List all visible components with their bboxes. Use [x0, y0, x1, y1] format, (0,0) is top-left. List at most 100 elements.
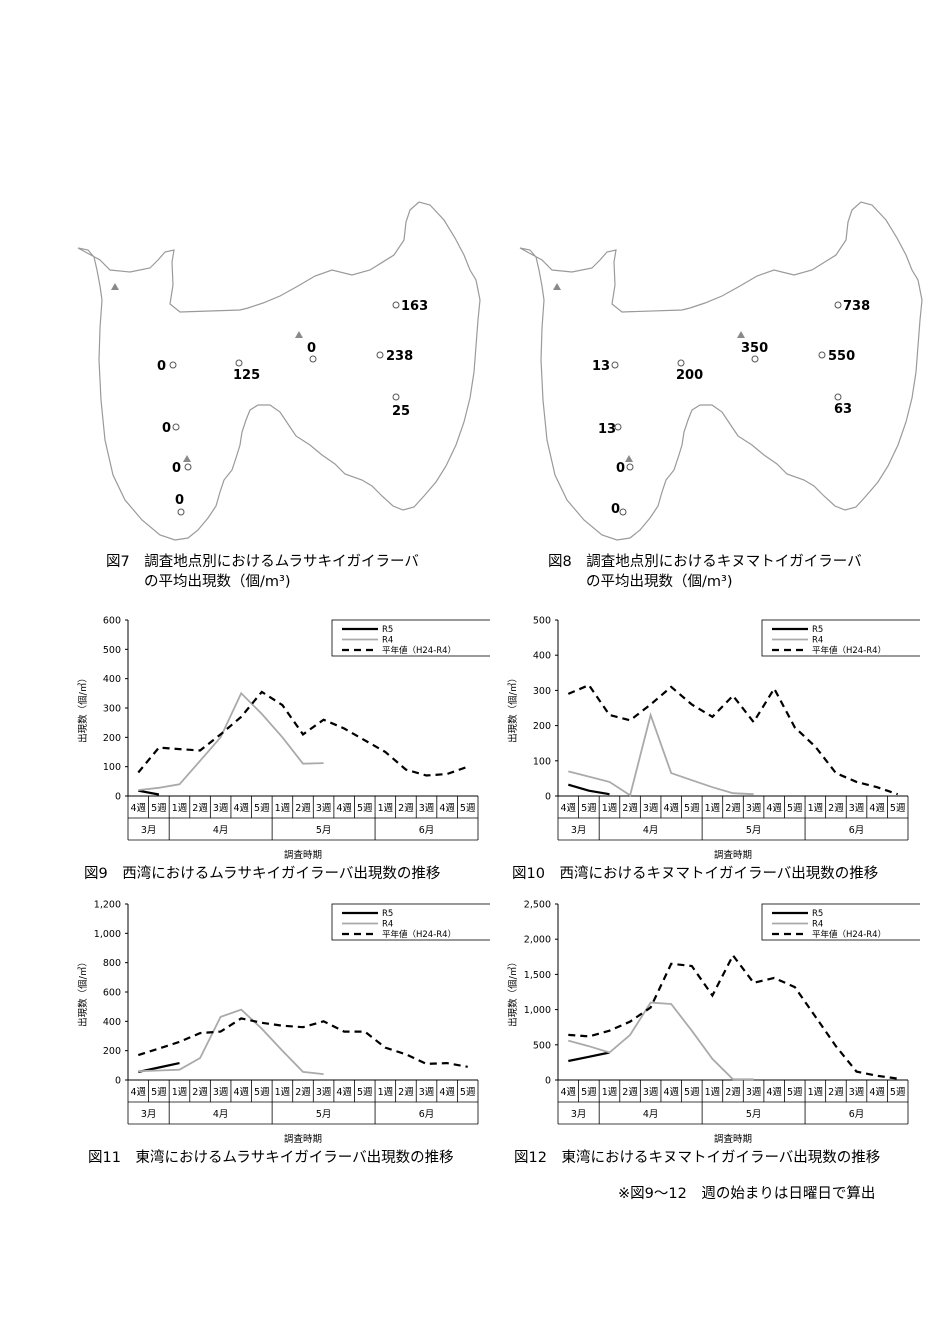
station-marker [619, 508, 627, 516]
week-label: 3週 [213, 802, 229, 814]
y-tick-label: 100 [103, 762, 121, 773]
station-marker [177, 508, 185, 516]
week-label: 4週 [336, 1086, 352, 1098]
line-chart-fig9: 0 100 200 300 400 500 600 4週 5週 1週 2週 3週 4週 5週 1週 2週 3週 4… [77, 616, 490, 861]
x-axis-label: 調査時期 [714, 849, 752, 861]
week-label: 4週 [869, 1086, 885, 1098]
y-tick-label: 200 [533, 721, 551, 732]
legend-label: R5 [812, 625, 823, 635]
week-label: 4週 [663, 1086, 679, 1098]
station-marker [834, 301, 842, 309]
month-label: 3月 [571, 825, 587, 836]
week-label: 4週 [131, 1086, 147, 1098]
series-line-R4 [138, 691, 324, 791]
station-marker [818, 351, 826, 359]
y-tick-label: 400 [533, 651, 551, 662]
line-chart-fig11: 0 200 400 600 800 1,000 1,200 4週 5週 1週 2週 3週 4週 5週 1週 2… [77, 900, 490, 1145]
map-label: 0 [611, 502, 620, 517]
map-label: 13 [598, 422, 616, 437]
y-tick-label: 100 [533, 756, 551, 767]
week-label: 1週 [275, 1086, 291, 1098]
coastline [77, 201, 481, 541]
week-label: 2週 [398, 802, 414, 814]
line-chart-fig10: 0 100 200 300 400 500 4週 5週 1週 2週 3週 4週 5週 1週 2週 3週 4週 5週… [507, 616, 920, 861]
week-label: 5週 [254, 802, 270, 814]
chart-title-fig10: 図10 西湾におけるキヌマトイガイラーバ出現数の推移 [512, 866, 879, 882]
week-label: 4週 [233, 1086, 249, 1098]
week-label: 2週 [192, 802, 208, 814]
week-label: 4週 [561, 802, 577, 814]
week-label: 1週 [602, 802, 618, 814]
legend-label: R4 [812, 920, 823, 930]
week-label: 2週 [295, 1086, 311, 1098]
month-label: 3月 [141, 1109, 157, 1120]
station-marker [611, 361, 619, 369]
map-label: 238 [386, 349, 413, 364]
station-marker [834, 393, 842, 401]
station-marker [184, 463, 192, 471]
week-label: 2週 [828, 1086, 844, 1098]
map-label: 0 [616, 461, 625, 476]
week-label: 2週 [828, 802, 844, 814]
month-label: 3月 [571, 1109, 587, 1120]
y-tick-label: 300 [533, 686, 551, 697]
week-label: 1週 [705, 802, 721, 814]
y-tick-label: 0 [545, 792, 551, 803]
y-axis-label: 出現数（個/㎥） [77, 673, 89, 743]
y-tick-label: 400 [103, 1017, 121, 1028]
week-label: 5週 [581, 1086, 597, 1098]
y-tick-label: 500 [533, 616, 551, 627]
footnote: ※図9～12 週の始まりは日曜日で算出 [618, 1186, 876, 1202]
week-label: 3週 [746, 802, 762, 814]
y-tick-label: 2,500 [524, 900, 551, 911]
triangle-marker [183, 455, 191, 462]
triangle-marker [737, 331, 745, 338]
station-marker [751, 355, 759, 363]
y-tick-label: 0 [115, 792, 121, 803]
week-label: 2週 [622, 802, 638, 814]
week-label: 3週 [213, 1086, 229, 1098]
week-label: 2週 [725, 802, 741, 814]
month-label: 6月 [849, 825, 865, 836]
week-label: 5週 [460, 1086, 476, 1098]
week-label: 2週 [295, 802, 311, 814]
week-label: 4週 [766, 1086, 782, 1098]
caption-fig8: 図8 調査地点別におけるキヌマトイガイラーバ の平均出現数（個/m³) [548, 552, 862, 592]
map-label: 25 [392, 404, 410, 419]
x-axis-label: 調査時期 [284, 1133, 322, 1145]
week-label: 1週 [275, 802, 291, 814]
week-label: 1週 [808, 802, 824, 814]
legend-label: R4 [382, 636, 393, 646]
week-label: 1週 [172, 1086, 188, 1098]
map-label: 350 [741, 341, 768, 356]
legend-label: R5 [812, 909, 823, 919]
series-line-R4 [568, 1001, 754, 1081]
y-tick-label: 400 [103, 674, 121, 685]
month-label: 4月 [643, 1109, 659, 1120]
station-marker [309, 355, 317, 363]
week-label: 2週 [192, 1086, 208, 1098]
map-label: 63 [834, 402, 852, 417]
week-label: 5週 [151, 1086, 167, 1098]
caption-line: の平均出現数（個/m³) [586, 574, 733, 590]
month-label: 4月 [213, 825, 229, 836]
caption-line: の平均出現数（個/m³) [144, 574, 291, 590]
chart-title-fig12: 図12 東湾におけるキヌマトイガイラーバ出現数の推移 [514, 1150, 881, 1166]
caption-line: 図8 調査地点別におけるキヌマトイガイラーバ [548, 554, 862, 570]
y-tick-label: 200 [103, 1046, 121, 1057]
week-label: 5週 [684, 802, 700, 814]
week-label: 5週 [684, 1086, 700, 1098]
week-label: 1週 [172, 802, 188, 814]
map-label: 550 [828, 349, 855, 364]
triangle-marker [625, 455, 633, 462]
week-label: 5週 [460, 802, 476, 814]
month-label: 4月 [213, 1109, 229, 1120]
y-tick-label: 1,200 [94, 900, 121, 911]
map-label: 0 [175, 493, 184, 508]
month-label: 5月 [746, 825, 762, 836]
week-label: 3週 [849, 802, 865, 814]
week-label: 5週 [357, 1086, 373, 1098]
y-tick-label: 1,000 [524, 1005, 551, 1016]
station-marker [235, 359, 243, 367]
y-tick-label: 500 [103, 645, 121, 656]
